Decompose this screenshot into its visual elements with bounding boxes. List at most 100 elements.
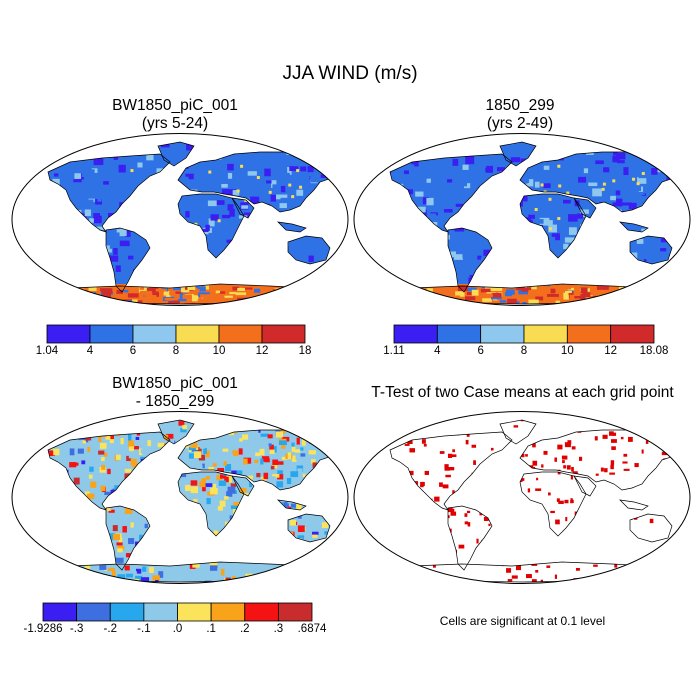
- colorbar-case1-swatch: [218, 324, 263, 344]
- colorbar-case1-swatch: [175, 324, 220, 344]
- figure-title: JJA WIND (m/s): [282, 63, 418, 84]
- colorbar-labels-diff: -1.9286 -.3 -.2 -.1 .0 .1 .2 .3 .6874: [23, 623, 326, 639]
- colorbar-diff-tick-label: -.1: [137, 623, 151, 635]
- ocean-background: [354, 411, 690, 584]
- coastline-arabia: [573, 475, 597, 497]
- map-border: [11, 411, 349, 584]
- colorbar-diff-tick-label: .6874: [297, 623, 327, 635]
- colorbar-diff-swatch: [177, 602, 212, 622]
- coastline-eurasia: [177, 429, 341, 491]
- coastline-africa: [519, 193, 587, 259]
- significance-note: Cells are significant at 0.1 level: [439, 614, 606, 628]
- coastline-arabia: [573, 197, 597, 219]
- coastline-indonesia: [619, 221, 649, 233]
- colorbar-diff: [42, 602, 313, 622]
- colorbar-case2-tick-label: 6: [477, 345, 484, 357]
- colorbar-case1-tick-label: 10: [212, 345, 226, 357]
- coastline-greenland: [499, 419, 537, 445]
- colorbar-diff-tick-label: .3: [273, 623, 284, 635]
- colorbar-case1-tick-label: 6: [129, 345, 137, 357]
- colorbar-case1-swatch: [46, 324, 91, 344]
- coastline-northAmerica: [389, 153, 513, 233]
- colorbar-diff-swatch: [42, 602, 78, 622]
- colorbar-diff-tick-label: -1.9286: [23, 623, 63, 635]
- colorbar-labels-case1: 1.04 4 6 8 10 12 18: [36, 345, 312, 361]
- panel-title-diff: BW1850_piC_001 - 1850_299: [60, 375, 290, 411]
- panel-title-diff-line2: - 1850_299: [135, 393, 215, 410]
- colorbar-labels-case2: 1.11 4 6 8 10 12 18.08: [383, 345, 668, 361]
- coastline-eurasia: [519, 429, 683, 491]
- map-panel-case1: [11, 133, 349, 306]
- colorbar-case2-swatch: [566, 324, 612, 344]
- colorbar-case1-tick-label: 8: [172, 345, 180, 357]
- coastline-northAmerica: [389, 431, 513, 511]
- coastline-australia: [287, 513, 331, 543]
- colorbar-case2-swatch: [436, 324, 482, 344]
- colorbar-case1-tick-label: 4: [86, 345, 94, 357]
- colorbar-case2-swatch: [523, 324, 568, 344]
- colorbar-diff-tick-label: -.2: [103, 623, 117, 635]
- coastline-australia: [287, 235, 331, 265]
- coastline-northAmerica: [47, 431, 171, 511]
- colorbar-case2-tick-label: 12: [604, 345, 618, 357]
- colorbar-diff-swatch: [109, 602, 145, 622]
- colorbar-case2-swatch: [393, 324, 438, 344]
- colorbar-case2-swatch: [610, 324, 655, 344]
- panel-title-case2-line2: (yrs 2-49): [486, 115, 554, 132]
- coastline-africa: [177, 193, 245, 259]
- colorbar-case2-tick-label: 18.08: [639, 345, 669, 357]
- map-border: [11, 133, 349, 306]
- coastline-southAmerica: [447, 227, 493, 293]
- colorbar-case1-swatch: [261, 324, 306, 344]
- coastline-indonesia: [277, 499, 307, 511]
- panel-title-diff-line1: BW1850_piC_001: [112, 375, 238, 392]
- colorbar-case2-tick-label: 4: [434, 345, 441, 357]
- map-panel-ttest: [353, 411, 691, 584]
- colorbar-case1-swatch: [89, 324, 134, 344]
- colorbar-case2: [393, 324, 655, 344]
- colorbar-diff-swatch: [143, 602, 178, 622]
- panel-title-ttest: T-Test of two Case means at each grid po…: [371, 384, 674, 401]
- coastline-indonesia: [277, 221, 307, 233]
- panel-title-case1: BW1850_piC_001 (yrs 5-24): [60, 97, 290, 133]
- colorbar-case2-swatch: [480, 324, 525, 344]
- coastline-australia: [629, 235, 673, 265]
- coastline-arabia: [231, 197, 255, 219]
- coastline-australia: [629, 513, 673, 543]
- coastline-northAmerica: [47, 153, 171, 233]
- map-border: [353, 411, 691, 584]
- coastline-southAmerica: [447, 505, 493, 571]
- coastline-africa: [519, 471, 587, 537]
- colorbar-diff-tick-label: .0: [172, 623, 183, 635]
- panel-title-case1-line1: BW1850_piC_001: [112, 97, 238, 114]
- colorbar-case2-tick-label: 8: [520, 345, 528, 357]
- colorbar-diff-tick-label: -.3: [69, 623, 84, 635]
- colorbar-diff-tick-label: .2: [239, 623, 250, 635]
- colorbar-case1-tick-label: 12: [255, 345, 269, 357]
- colorbar-case1-tick-label: 1.04: [35, 345, 59, 357]
- panel-title-case1-line2: (yrs 5-24): [141, 115, 209, 132]
- coastline-greenland: [499, 141, 537, 167]
- colorbar-case2-tick-label: 1.11: [383, 345, 405, 357]
- coastline-greenland: [157, 419, 195, 445]
- panel-title-case2-line1: 1850_299: [485, 97, 555, 114]
- colorbar-diff-swatch: [277, 602, 313, 622]
- coastline-africa: [177, 471, 245, 537]
- colorbar-case1: [46, 324, 306, 344]
- coastline-eurasia: [519, 151, 683, 213]
- coastline-southAmerica: [105, 505, 151, 571]
- colorbar-diff-swatch: [244, 602, 279, 622]
- colorbar-case2-tick-label: 10: [560, 345, 574, 357]
- map-border: [353, 133, 691, 306]
- colorbar-case1-swatch: [132, 324, 177, 344]
- colorbar-diff-swatch: [210, 602, 246, 622]
- coastline-eurasia: [177, 151, 341, 213]
- colorbar-diff-tick-label: .1: [206, 623, 216, 635]
- colorbar-case1-tick-label: 18: [298, 345, 312, 357]
- coastline-southAmerica: [105, 227, 151, 293]
- coastline-greenland: [157, 141, 195, 167]
- coastline-arabia: [231, 475, 255, 497]
- map-panel-diff: [11, 411, 349, 584]
- map-panel-case2: [353, 133, 691, 306]
- coastline-indonesia: [619, 499, 649, 511]
